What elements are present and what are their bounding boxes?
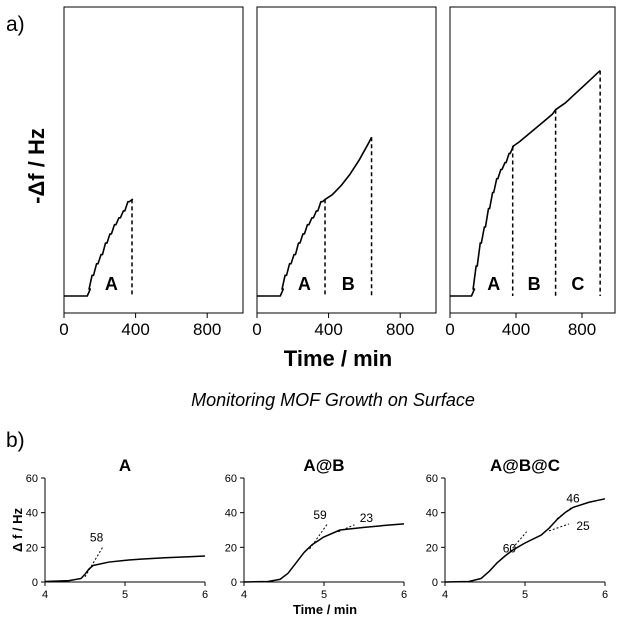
chart3-segment-label: C [571,274,584,294]
chart6-ytick-label: 60 [426,473,438,485]
panel-a-xlabel: Time / min [284,346,392,371]
chart4-slope-line [84,547,104,578]
chart4-xtick-label: 6 [202,589,208,601]
chart5-series-line [243,523,405,583]
chart5-title: A@B [303,456,344,475]
chart2-xtick-label: 800 [386,320,414,339]
chart5-slope-line [309,522,329,550]
chart5-xtick-label: 6 [401,589,407,601]
chart4-xtick-label: 5 [122,589,128,601]
chart4-title: A [119,456,131,475]
chart3-segment-label: B [528,274,541,294]
chart3-frame [449,6,616,314]
chart5-ytick-label: 40 [225,508,237,520]
chart4-xtick-label: 4 [42,589,48,601]
chart2-xtick-label: 0 [252,320,261,339]
chart1-frame [63,6,244,314]
chart3-xtick-label: 800 [568,320,596,339]
chart3-segment-label: A [487,274,500,294]
chart4-ytick-label: 20 [26,542,38,554]
chart6-slope-line [556,506,574,520]
chart6-slope-label: 25 [576,519,590,533]
chart6-ytick-label: 40 [426,508,438,520]
chart6-xtick-label: 5 [522,589,528,601]
chart2-frame [256,6,437,314]
chart5-xtick-label: 4 [241,589,247,601]
chart3-xtick-label: 0 [445,320,454,339]
panel-b-xlabel: Time / min [293,602,357,617]
chart4-series-line [44,555,206,583]
caption: Monitoring MOF Growth on Surface [191,390,475,410]
chart6-slope-line [507,531,527,555]
chart5-slope-label: 23 [360,511,374,525]
panel-a-label: a) [6,13,25,36]
chart1-series-line [64,198,134,297]
chart5-xtick-label: 5 [321,589,327,601]
chart6-slope-label: 60 [503,541,517,555]
chart3-xtick-label: 400 [502,320,530,339]
chart1-xtick-label: 400 [121,320,149,339]
chart4-slope-label: 58 [90,530,104,544]
chart5-slope-label: 59 [313,508,327,522]
panel-a-ylabel: -Δf / Hz [24,128,49,204]
chart5-ytick-label: 20 [225,542,237,554]
chart6-slope-line [548,523,570,532]
chart1-xtick-label: 800 [193,320,221,339]
chart5-ytick-label: 60 [225,473,237,485]
chart2-segment-label: A [298,274,311,294]
chart1-segment-label: A [105,274,118,294]
chart6-title: A@B@C [490,456,560,475]
panel-b-label: b) [6,429,25,452]
panel-b-ylabel: Δ f / Hz [10,507,25,552]
chart2-series-line [257,136,373,297]
chart6-xtick-label: 4 [442,589,448,601]
chart6-ytick-label: 0 [432,577,438,589]
chart6-slope-label: 46 [566,492,580,506]
chart2-segment-label: B [342,274,355,294]
chart4-ytick-label: 40 [26,508,38,520]
chart6-ytick-label: 20 [426,542,438,554]
chart6-series-line [444,498,606,583]
chart2-xtick-label: 400 [314,320,342,339]
chart4-ytick-label: 0 [32,577,38,589]
chart4-ytick-label: 60 [26,473,38,485]
chart5-slope-line [338,524,355,533]
chart6-xtick-label: 6 [602,589,608,601]
chart5-ytick-label: 0 [231,577,237,589]
chart3-series-line [450,70,601,297]
chart1-xtick-label: 0 [59,320,68,339]
